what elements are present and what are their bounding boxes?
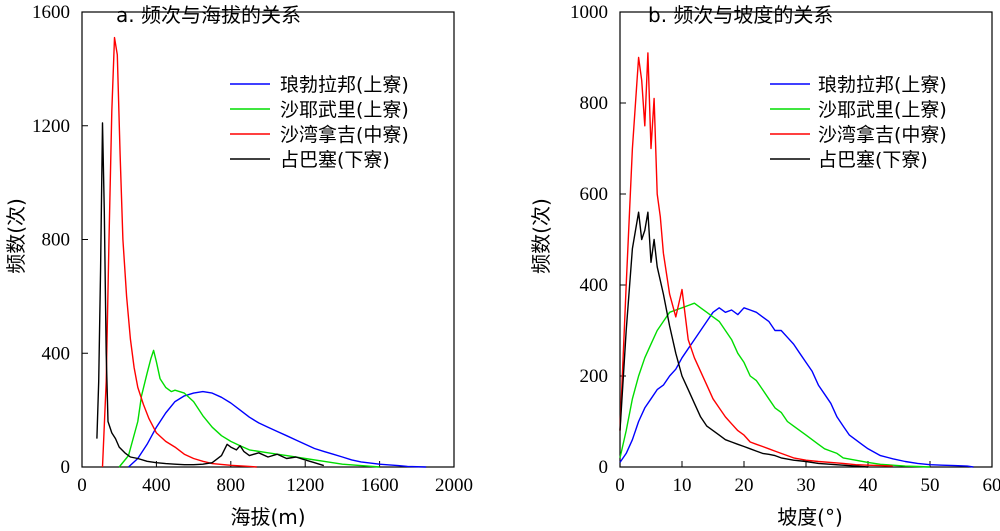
series-line-shawan [619,52,893,467]
legend-label-shawan: 沙湾拿吉(中寮) [818,123,947,146]
chart-title-slope: b. 频次与坡度的关系 [648,3,833,27]
legend-altitude: 琅勃拉邦(上寮) 沙耶武里(上寮) 沙湾拿吉(中寮) 占巴塞(下寮) [230,74,409,171]
y-tick-label: 600 [580,184,609,205]
series-line-zhanba [96,122,325,467]
y-tick-label: 800 [580,93,609,114]
legend-label-shaye: 沙耶武里(上寮) [280,99,409,121]
chart-title-altitude: a. 频次与海拔的关系 [116,3,301,27]
panel-slope: b. 频次与坡度的关系 频数(次) 坡度(°) 0 10 20 30 40 50 60020… [529,2,1000,529]
series-line-shaye [619,302,931,468]
x-tick-label: 400 [142,475,171,496]
series-line-langle [128,390,427,468]
y-tick-label: 0 [61,457,71,478]
x-tick-label: 800 [217,475,246,496]
legend-label-langle: 琅勃拉邦(上寮) [280,74,409,96]
panel-altitude: a. 频次与海拔的关系 频数(次) 海拔(m) 0 400 800 1200 1600 2… [4,2,473,529]
series-line-shaye [118,349,380,468]
x-tick-label: 0 [77,475,87,496]
x-tick-label: 2000 [435,475,473,496]
legend-label-langle: 琅勃拉邦(上寮) [818,74,947,96]
x-tick-label: 10 [673,475,692,496]
x-tick-label: 30 [797,475,816,496]
x-tick-label: 50 [921,475,940,496]
series-line-langle [619,307,974,468]
y-tick-label: 800 [42,230,71,251]
y-tick-label: 200 [580,366,609,387]
y-tick-label: 1200 [32,116,70,137]
legend-label-shawan: 沙湾拿吉(中寮) [280,123,409,146]
x-axis-label-slope: 坡度(°) [777,505,843,529]
y-tick-label: 1000 [570,2,608,23]
axis-ticks-altitude: 0 400 800 1200 1600 2000 0 400 800 1200 1600 [32,2,473,496]
y-tick-label: 1600 [32,2,70,23]
x-axis-label-altitude: 海拔(m) [230,505,305,529]
legend-label-zhanba: 占巴塞(下寮) [280,149,390,171]
series-lines-slope [619,52,974,468]
x-tick-label: 20 [735,475,754,496]
x-tick-label: 60 [983,475,1000,496]
x-tick-label: 40 [859,475,878,496]
y-tick-label: 0 [599,457,609,478]
series-lines-altitude [96,36,427,468]
legend-slope: 琅勃拉邦(上寮) 沙耶武里(上寮) 沙湾拿吉(中寮) 占巴塞(下寮) [770,74,947,171]
x-tick-label: 0 [615,475,625,496]
y-tick-label: 400 [42,343,71,364]
x-tick-label: 1600 [361,475,399,496]
legend-label-shaye: 沙耶武里(上寮) [818,99,947,121]
series-line-shawan [101,36,257,468]
y-tick-label: 400 [580,275,609,296]
series-line-zhanba [619,211,869,468]
y-axis-label-altitude: 频数(次) [4,198,28,274]
legend-label-zhanba: 占巴塞(下寮) [818,149,928,171]
y-axis-label-slope: 频数(次) [529,198,553,274]
x-tick-label: 1200 [286,475,324,496]
